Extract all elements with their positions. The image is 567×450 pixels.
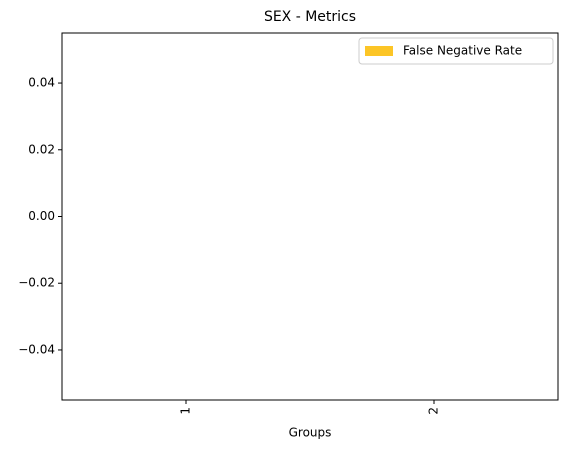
plot-frame xyxy=(61,32,559,401)
chart-title: SEX - Metrics xyxy=(264,9,356,25)
legend-label: False Negative Rate xyxy=(403,44,522,58)
y-tick-label: −0.04 xyxy=(18,342,55,356)
x-tick-label: 2 xyxy=(427,407,441,415)
x-axis-label: Groups xyxy=(289,426,332,440)
x-tick-label: 1 xyxy=(179,407,193,415)
y-tick-label: −0.02 xyxy=(18,276,55,290)
y-tick-label: 0.04 xyxy=(28,76,55,90)
legend-box xyxy=(358,37,554,65)
y-tick-label: 0.00 xyxy=(28,209,55,223)
legend-swatch xyxy=(365,46,393,56)
y-tick-label: 0.02 xyxy=(28,142,55,156)
